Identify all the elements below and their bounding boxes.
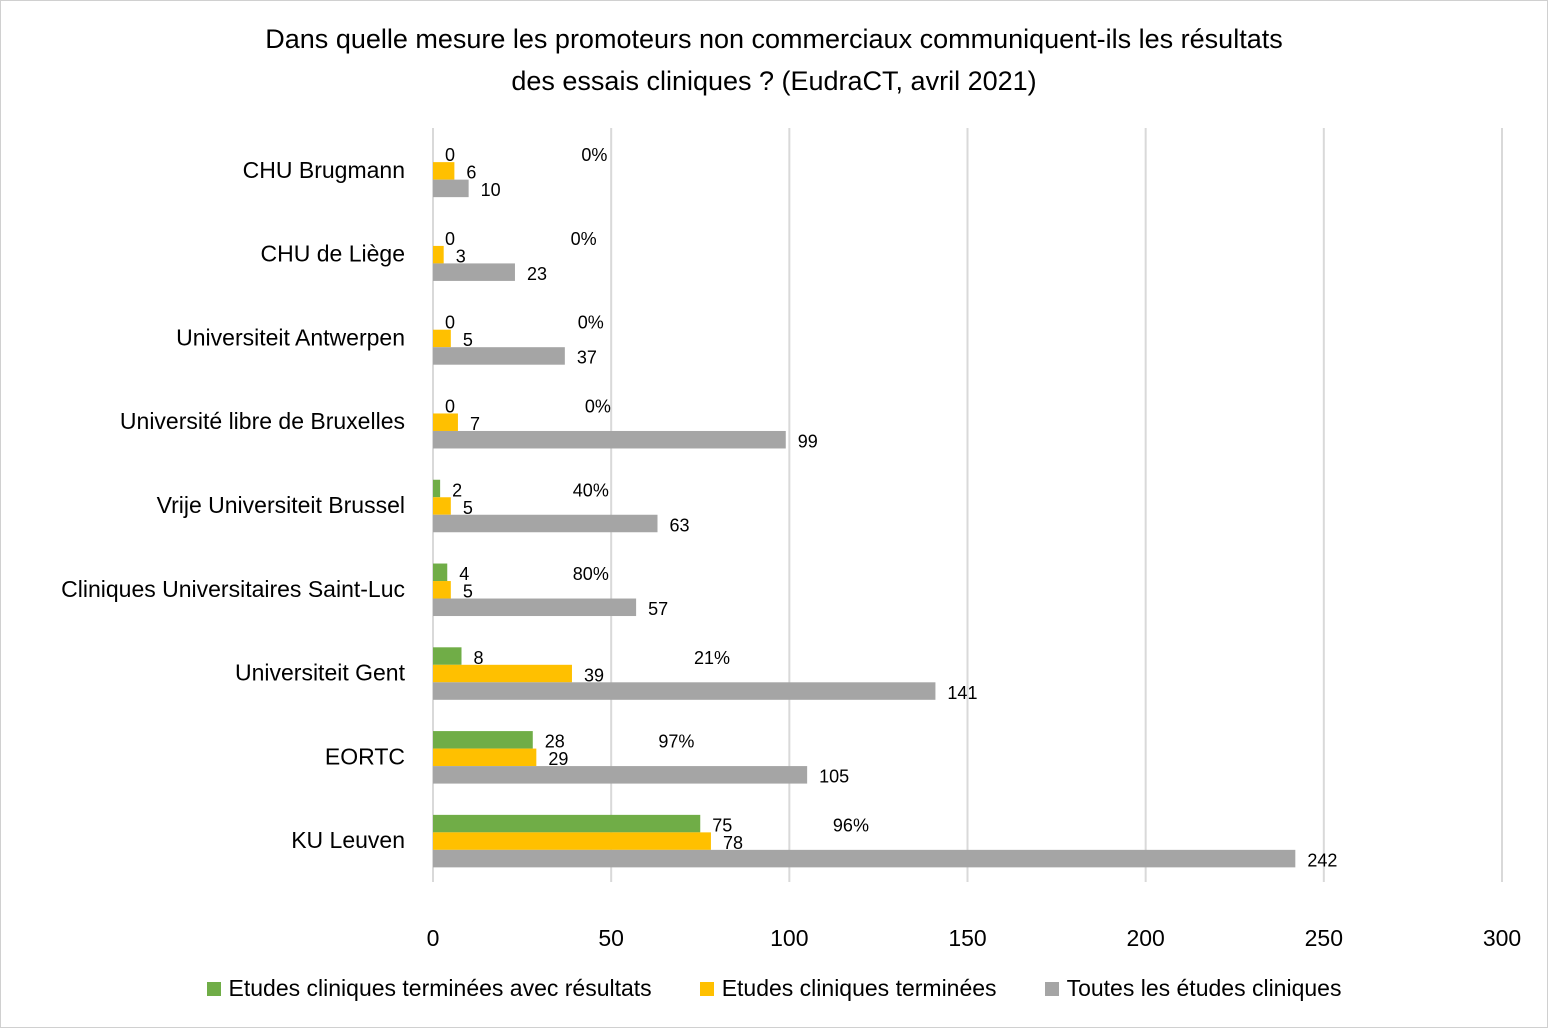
legend-label: Toutes les études cliniques	[1066, 975, 1342, 1001]
bar-all-studies	[433, 263, 515, 281]
bar-all-studies	[433, 849, 1296, 868]
category-label: CHU Brugmann	[243, 157, 405, 183]
category-label: Universiteit Gent	[235, 660, 406, 686]
bar-with-results	[433, 814, 701, 833]
chart-title-line-2: des essais cliniques ? (EudraCT, avril 2…	[511, 66, 1037, 96]
bar-with-results	[433, 647, 462, 665]
data-label: 78	[723, 833, 743, 853]
bars	[433, 162, 1296, 868]
data-label: 4	[459, 564, 469, 584]
bar-completed	[433, 329, 451, 348]
percent-annotation: 96%	[833, 815, 869, 835]
bar-completed	[433, 832, 711, 850]
legend-label: Etudes cliniques terminées avec résultat…	[228, 975, 652, 1001]
data-label: 39	[584, 665, 604, 685]
x-tick-label: 300	[1483, 925, 1521, 951]
bar-all-studies	[433, 179, 469, 198]
data-label: 10	[481, 180, 501, 200]
data-label: 105	[819, 767, 849, 787]
data-label: 7	[470, 414, 480, 434]
x-tick-label: 50	[598, 925, 624, 951]
bar-all-studies	[433, 766, 808, 784]
data-label: 6	[466, 163, 476, 183]
category-label: CHU de Liège	[261, 241, 405, 267]
legend: Etudes cliniques terminées avec résultat…	[0, 975, 1548, 1002]
legend-item-completed[interactable]: Etudes cliniques terminées	[699, 975, 997, 1002]
bar-completed	[433, 497, 451, 515]
legend-label: Etudes cliniques terminées	[721, 975, 997, 1001]
data-label: 0	[445, 396, 455, 416]
bar-all-studies	[433, 598, 637, 617]
bar-completed	[433, 413, 458, 431]
bar-all-studies	[433, 430, 786, 449]
gridlines	[432, 128, 1503, 882]
category-label: Universiteit Antwerpen	[176, 324, 405, 350]
data-label: 5	[463, 330, 473, 350]
x-tick-label: 0	[427, 925, 440, 951]
data-label: 99	[798, 431, 818, 451]
bar-completed	[433, 748, 537, 767]
category-label: EORTC	[325, 743, 405, 769]
legend-swatch-yellow	[699, 981, 714, 996]
x-tick-label: 250	[1305, 925, 1343, 951]
percent-annotation: 0%	[578, 313, 604, 333]
data-label: 63	[669, 515, 689, 535]
percent-annotation: 0%	[581, 145, 607, 165]
data-label: 0	[445, 145, 455, 165]
bar-completed	[433, 162, 455, 180]
data-label: 141	[947, 683, 977, 703]
x-tick-label: 200	[1126, 925, 1164, 951]
data-label: 3	[456, 246, 466, 266]
data-label: 242	[1307, 850, 1337, 870]
data-label: 23	[527, 264, 547, 284]
bar-with-results	[433, 563, 448, 582]
legend-item-all[interactable]: Toutes les études cliniques	[1044, 975, 1342, 1002]
category-label: Cliniques Universitaires Saint-Luc	[61, 576, 405, 602]
data-label: 5	[463, 498, 473, 518]
bar-all-studies	[433, 682, 936, 700]
bar-completed	[433, 581, 451, 599]
legend-swatch-gray	[1044, 981, 1059, 996]
legend-item-with-results[interactable]: Etudes cliniques terminées avec résultat…	[206, 975, 652, 1002]
data-label: 0	[445, 229, 455, 249]
x-axis-tick-labels: 0 50 100 150 200 250 300	[427, 925, 1522, 951]
bar-all-studies	[433, 514, 658, 533]
bar-all-studies	[433, 347, 565, 365]
bar-with-results	[433, 479, 441, 498]
percent-annotation: 21%	[694, 648, 730, 668]
bar-completed	[433, 664, 572, 683]
data-label: 57	[648, 599, 668, 619]
data-label: 75	[712, 815, 732, 835]
chart-title-line-1: Dans quelle mesure les promoteurs non co…	[265, 24, 1283, 54]
percent-annotation: 80%	[573, 564, 609, 584]
category-labels: CHU Brugmann CHU de Liège Universiteit Ant…	[61, 157, 405, 853]
data-label: 28	[545, 732, 565, 752]
percent-annotation: 97%	[658, 732, 694, 752]
category-label: KU Leuven	[291, 827, 405, 853]
data-label: 5	[463, 582, 473, 602]
chart-title: Dans quelle mesure les promoteurs non co…	[0, 18, 1548, 102]
data-label: 8	[474, 648, 484, 668]
data-label: 37	[577, 348, 597, 368]
category-label: Université libre de Bruxelles	[120, 408, 405, 434]
data-label: 29	[548, 749, 568, 769]
data-label: 0	[445, 313, 455, 333]
x-tick-label: 100	[770, 925, 808, 951]
data-label: 2	[452, 480, 462, 500]
percent-annotation: 0%	[585, 396, 611, 416]
category-label: Vrije Universiteit Brussel	[157, 492, 405, 518]
bar-completed	[433, 245, 444, 264]
x-tick-label: 150	[948, 925, 986, 951]
legend-swatch-green	[206, 981, 221, 996]
percent-annotation: 0%	[571, 229, 597, 249]
percent-annotation: 40%	[573, 480, 609, 500]
bar-with-results	[433, 731, 533, 749]
data-labels: 06100%03230%05370%07990%256340%455780%83…	[445, 145, 1337, 870]
